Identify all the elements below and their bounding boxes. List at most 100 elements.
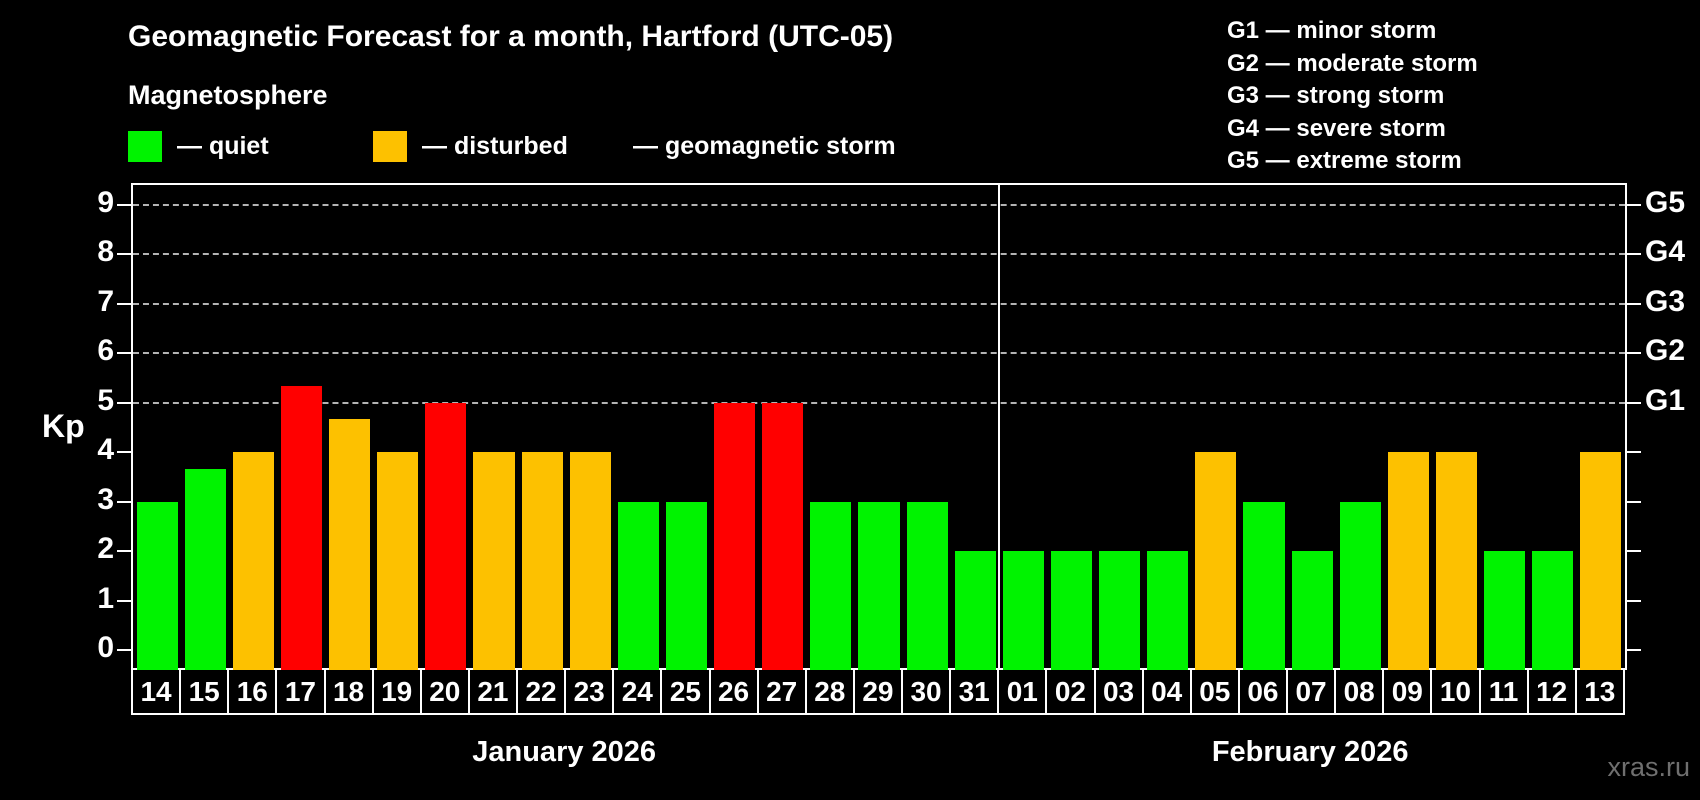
- day-cell-13: 13: [1574, 668, 1625, 715]
- legend-item-disturbed: — disturbed: [373, 130, 618, 162]
- y-tick-right-9: [1627, 203, 1641, 206]
- y-axis-label-9: 9: [97, 185, 114, 219]
- bar-day-25: [665, 501, 708, 670]
- g-axis-label-g1: G1: [1645, 383, 1686, 417]
- bar-day-17: [280, 386, 322, 670]
- legend-item-storm: — geomagnetic storm: [618, 131, 896, 162]
- y-tick-left-0: [117, 649, 131, 652]
- bar-day-14: [136, 501, 178, 670]
- bar-day-29: [858, 501, 900, 670]
- day-axis: 14 15 16 17 18 19 20 21 22 23 24 25 26 27 28 29 30 31 01 02…: [131, 668, 1625, 715]
- day-cell-11: 11: [1478, 668, 1529, 715]
- legend-swatch-disturbed: [373, 130, 407, 162]
- g-scale-legend: G1 — minor storm G2 — moderate storm G3 — …: [1227, 15, 1478, 178]
- bar-day-31: [954, 551, 996, 670]
- day-cell-28: 28: [804, 668, 855, 715]
- day-cell-18: 18: [323, 668, 374, 715]
- bar-day-24: [617, 501, 659, 670]
- y-tick-right-7: [1627, 302, 1641, 305]
- day-cell-14: 14: [131, 668, 182, 715]
- day-cell-19: 19: [371, 668, 422, 715]
- g-legend-line-5: G5 — extreme storm: [1227, 147, 1462, 175]
- bar-day-19: [377, 452, 419, 670]
- day-cell-03: 03: [1093, 668, 1144, 715]
- bar-day-08: [1339, 501, 1381, 670]
- g-legend-line-1: G1 — minor storm: [1227, 17, 1437, 44]
- y-tick-right-1: [1627, 599, 1641, 602]
- y-axis-label-0: 0: [97, 631, 114, 665]
- category-legend: — quiet — disturbed — geomagnetic storm: [128, 129, 896, 163]
- g-axis-label-g2: G2: [1645, 334, 1686, 368]
- day-cell-30: 30: [901, 668, 952, 715]
- y-axis-label-3: 3: [97, 482, 114, 516]
- bar-day-13: [1580, 452, 1622, 670]
- page-title: Geomagnetic Forecast for a month, Hartfo…: [128, 20, 894, 53]
- bar-day-30: [906, 501, 948, 670]
- bar-day-12: [1532, 551, 1574, 670]
- g-axis-label-g4: G4: [1645, 235, 1686, 269]
- day-cell-26: 26: [708, 668, 759, 715]
- bar-day-28: [810, 501, 852, 670]
- day-cell-07: 07: [1286, 668, 1337, 715]
- g-axis-label-g3: G3: [1645, 284, 1686, 318]
- y-axis-label-8: 8: [97, 235, 114, 269]
- day-cell-22: 22: [516, 668, 567, 715]
- y-tick-right-3: [1627, 500, 1641, 503]
- month-label-1: January 2026: [472, 736, 657, 768]
- day-cell-25: 25: [660, 668, 711, 715]
- g-legend-line-3: G3 — strong storm: [1227, 82, 1445, 110]
- bar-day-20: [425, 402, 467, 670]
- day-cell-29: 29: [852, 668, 903, 715]
- day-cell-05: 05: [1189, 668, 1240, 715]
- legend-label-quiet: — quiet: [177, 131, 269, 160]
- y-tick-left-8: [117, 253, 131, 256]
- y-tick-left-6: [117, 352, 131, 355]
- y-tick-right-8: [1627, 253, 1641, 256]
- bar-day-26: [714, 402, 756, 670]
- bar-day-02: [1050, 551, 1093, 670]
- month-separator: [998, 185, 1001, 670]
- y-axis-label-2: 2: [97, 532, 114, 566]
- day-cell-12: 12: [1526, 668, 1577, 715]
- magnetosphere-subtitle: Magnetosphere: [128, 80, 328, 110]
- legend-label-disturbed: — disturbed: [422, 131, 568, 160]
- y-tick-right-6: [1627, 352, 1641, 355]
- y-tick-left-1: [117, 599, 131, 602]
- bar-day-15: [184, 468, 226, 670]
- y-tick-right-2: [1627, 550, 1641, 553]
- gridline-kp7: [133, 302, 1625, 305]
- y-tick-left-7: [117, 302, 131, 305]
- y-tick-left-5: [117, 401, 131, 404]
- y-tick-left-9: [117, 203, 131, 206]
- day-cell-06: 06: [1237, 668, 1288, 715]
- day-cell-01: 01: [997, 668, 1048, 715]
- bar-day-27: [762, 402, 804, 670]
- y-tick-right-5: [1627, 401, 1641, 404]
- bar-day-22: [521, 452, 563, 670]
- month-label-2: February 2026: [1211, 736, 1409, 768]
- day-cell-23: 23: [564, 668, 615, 715]
- day-cell-21: 21: [467, 668, 518, 715]
- day-cell-09: 09: [1382, 668, 1433, 715]
- y-axis-label-5: 5: [97, 383, 114, 417]
- bar-day-11: [1484, 551, 1526, 670]
- day-cell-16: 16: [227, 668, 278, 715]
- bar-day-03: [1099, 551, 1141, 670]
- bar-day-05: [1195, 452, 1237, 670]
- gridline-kp8: [133, 253, 1625, 256]
- bar-day-16: [232, 452, 274, 670]
- bar-day-18: [329, 419, 371, 670]
- day-cell-31: 31: [949, 668, 1000, 715]
- bar-day-06: [1243, 501, 1285, 670]
- legend-label-storm: — geomagnetic storm: [633, 131, 896, 160]
- bar-day-10: [1435, 452, 1478, 670]
- y-axis-label-7: 7: [97, 284, 114, 318]
- bar-day-21: [473, 452, 515, 670]
- bar-day-09: [1387, 452, 1429, 670]
- watermark: xras.ru: [1607, 752, 1690, 782]
- y-tick-left-4: [117, 451, 131, 454]
- bar-day-23: [569, 452, 611, 670]
- bar-day-07: [1291, 551, 1333, 670]
- day-cell-17: 17: [275, 668, 326, 715]
